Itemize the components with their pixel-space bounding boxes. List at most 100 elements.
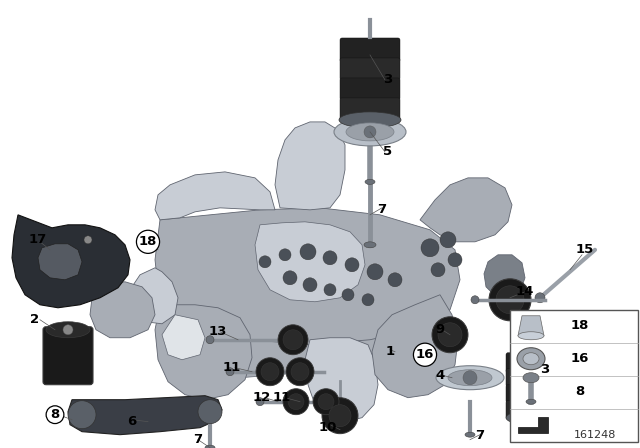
Text: 2: 2 [31,313,40,326]
Circle shape [364,126,376,138]
FancyBboxPatch shape [43,327,93,385]
Ellipse shape [364,242,376,248]
Text: 9: 9 [435,323,445,336]
Ellipse shape [489,279,531,321]
Text: 16: 16 [571,352,589,365]
Ellipse shape [471,296,479,304]
Text: 18: 18 [571,319,589,332]
Ellipse shape [283,330,303,350]
Ellipse shape [288,394,304,409]
Text: 7: 7 [476,429,484,442]
Polygon shape [12,215,130,308]
Polygon shape [484,255,525,298]
Ellipse shape [46,322,90,338]
Text: 7: 7 [378,203,387,216]
Ellipse shape [286,358,314,386]
FancyBboxPatch shape [506,385,554,403]
Polygon shape [518,316,544,336]
Polygon shape [38,244,82,280]
Circle shape [367,264,383,280]
Ellipse shape [283,389,309,415]
Bar [510,310,638,442]
Text: 12: 12 [253,391,271,404]
Circle shape [63,325,73,335]
Circle shape [303,278,317,292]
Ellipse shape [526,399,536,404]
Text: 6: 6 [127,415,136,428]
Ellipse shape [205,445,215,448]
Ellipse shape [329,405,351,426]
Circle shape [342,289,354,301]
Text: 13: 13 [209,325,227,338]
Ellipse shape [226,368,234,376]
Text: 14: 14 [516,285,534,298]
Circle shape [324,284,336,296]
Ellipse shape [432,317,468,353]
Circle shape [279,249,291,261]
Ellipse shape [523,373,539,383]
Text: 11: 11 [223,361,241,374]
Text: 3: 3 [383,73,392,86]
Text: 17: 17 [29,233,47,246]
Ellipse shape [517,348,545,370]
Ellipse shape [261,363,279,381]
FancyBboxPatch shape [340,58,400,80]
Ellipse shape [278,325,308,355]
Circle shape [198,400,222,424]
FancyBboxPatch shape [340,38,400,62]
Ellipse shape [291,363,309,381]
FancyBboxPatch shape [506,353,554,373]
Circle shape [440,232,456,248]
FancyBboxPatch shape [340,78,400,100]
FancyBboxPatch shape [506,401,554,419]
Circle shape [283,271,297,285]
Text: 16: 16 [416,348,434,361]
Ellipse shape [465,432,475,437]
Polygon shape [305,338,378,422]
Polygon shape [420,178,512,242]
FancyBboxPatch shape [340,98,400,120]
Circle shape [421,239,439,257]
Ellipse shape [206,336,214,344]
Ellipse shape [318,394,334,409]
Polygon shape [155,172,275,220]
Circle shape [300,244,316,260]
Circle shape [323,251,337,265]
Ellipse shape [256,358,284,386]
Ellipse shape [313,389,339,415]
Ellipse shape [436,366,504,390]
Ellipse shape [448,370,492,386]
Ellipse shape [334,118,406,146]
Circle shape [362,294,374,306]
Ellipse shape [256,398,264,406]
Ellipse shape [339,112,401,128]
Circle shape [463,370,477,385]
Ellipse shape [523,353,539,365]
Circle shape [345,258,359,272]
Polygon shape [275,122,345,210]
Circle shape [388,273,402,287]
Ellipse shape [346,123,394,141]
Polygon shape [255,222,365,302]
Text: 10: 10 [319,421,337,434]
Polygon shape [372,295,458,398]
Ellipse shape [496,286,524,314]
Circle shape [431,263,445,277]
Polygon shape [90,282,155,338]
Text: 18: 18 [139,235,157,248]
Text: 7: 7 [193,433,203,446]
Text: 8: 8 [575,385,584,398]
Text: 15: 15 [576,243,594,256]
Circle shape [259,256,271,268]
Circle shape [68,401,96,429]
Text: 5: 5 [383,146,392,159]
Circle shape [84,236,92,244]
Polygon shape [130,268,178,324]
Ellipse shape [535,293,545,303]
Text: 1: 1 [385,345,395,358]
Polygon shape [155,305,252,400]
Text: 4: 4 [435,369,445,382]
Text: 161248: 161248 [574,430,616,439]
Polygon shape [155,208,460,345]
Ellipse shape [365,179,375,185]
